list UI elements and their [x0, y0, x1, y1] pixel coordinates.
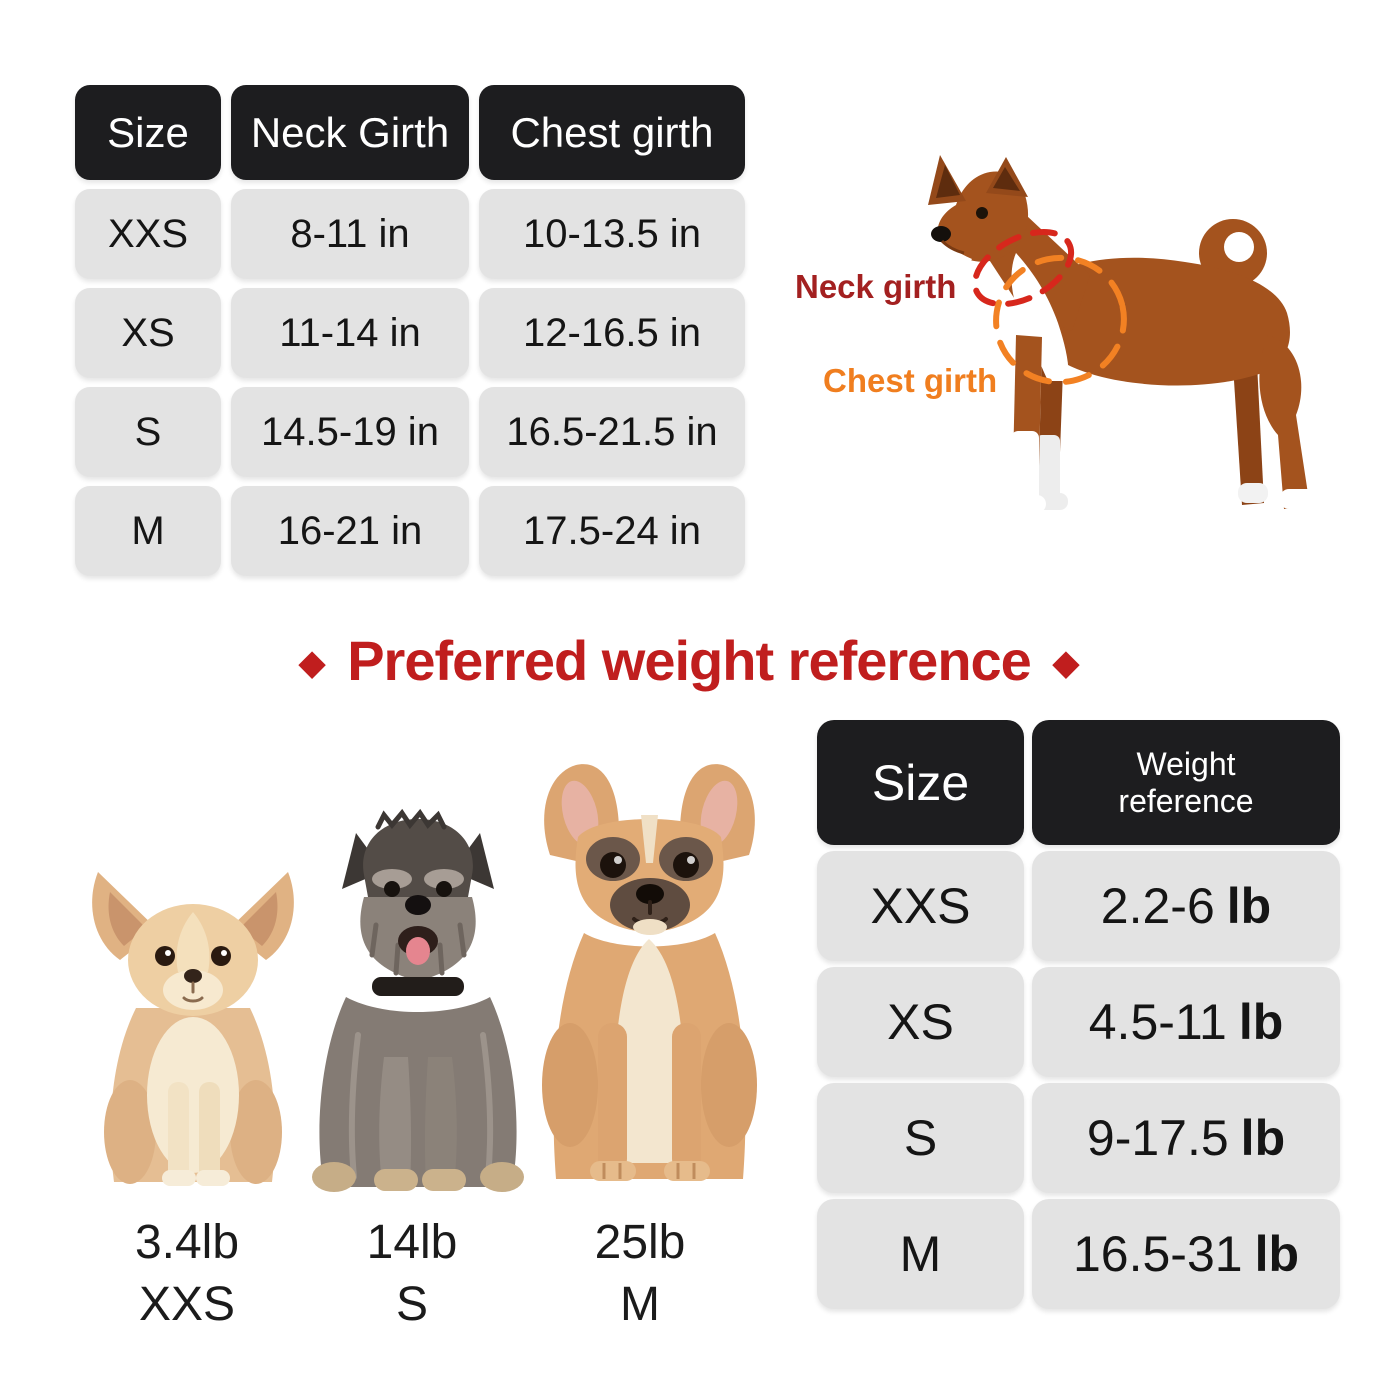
- girth-row-xs-size: XS: [75, 288, 221, 378]
- girth-header-size: Size: [75, 85, 221, 180]
- weight-unit: lb: [1226, 878, 1272, 934]
- weight-header-size: Size: [817, 720, 1024, 845]
- girth-row-s-size: S: [75, 387, 221, 477]
- girth-row-m-size: M: [75, 486, 221, 576]
- example-weight: 14lb: [366, 1216, 458, 1269]
- weight-reference-heading-text: Preferred weight reference: [347, 629, 1032, 692]
- example-label-chihuahua: 3.4lb XXS: [77, 1212, 297, 1336]
- weight-row-m-size: M: [817, 1199, 1024, 1309]
- girth-header-neck: Neck Girth: [231, 85, 469, 180]
- chest-girth-dashed-ellipse: [993, 254, 1127, 386]
- girth-row-m-chest: 17.5-24 in: [479, 486, 745, 576]
- weight-range: 16.5-31: [1072, 1226, 1243, 1282]
- weight-row-xs-size: XS: [817, 967, 1024, 1077]
- diamond-icon: ◆: [299, 644, 326, 682]
- weight-unit: lb: [1238, 994, 1284, 1050]
- neck-girth-dashed-ellipse: [971, 228, 1075, 308]
- girth-row-m-neck: 16-21 in: [231, 486, 469, 576]
- weight-reference-table: Size Weight reference XXS 2.2-6 lb XS 4.…: [817, 720, 1340, 1309]
- weight-row-m-value: 16.5-31 lb: [1032, 1199, 1340, 1309]
- diamond-icon: ◆: [1052, 644, 1079, 682]
- girth-row-xs-chest: 12-16.5 in: [479, 288, 745, 378]
- weight-unit: lb: [1254, 1226, 1300, 1282]
- girth-row-xxs-size: XXS: [75, 189, 221, 279]
- weight-row-xs-value: 4.5-11 lb: [1032, 967, 1340, 1077]
- weight-range: 9-17.5: [1086, 1110, 1229, 1166]
- chihuahua-photo: [92, 872, 294, 1186]
- girth-row-xs-neck: 11-14 in: [231, 288, 469, 378]
- girth-header-chest: Chest girth: [479, 85, 745, 180]
- example-size: S: [395, 1278, 428, 1331]
- girth-row-xxs-neck: 8-11 in: [231, 189, 469, 279]
- example-size: XXS: [138, 1278, 236, 1331]
- french-bulldog-photo: [542, 764, 757, 1181]
- girth-row-s-chest: 16.5-21.5 in: [479, 387, 745, 477]
- example-size: M: [620, 1278, 660, 1331]
- neck-girth-label: Neck girth: [795, 268, 957, 305]
- weight-unit: lb: [1240, 1110, 1286, 1166]
- weight-header-reference-text: Weight reference: [1118, 745, 1254, 819]
- chest-girth-label: Chest girth: [823, 362, 998, 399]
- weight-range: 2.2-6: [1100, 878, 1215, 934]
- weight-range: 4.5-11: [1088, 994, 1227, 1050]
- example-label-schnauzer: 14lb S: [302, 1212, 522, 1336]
- girth-row-s-neck: 14.5-19 in: [231, 387, 469, 477]
- example-weight: 3.4lb: [134, 1216, 240, 1269]
- weight-row-xxs-size: XXS: [817, 851, 1024, 961]
- girth-row-xxs-chest: 10-13.5 in: [479, 189, 745, 279]
- weight-reference-heading: ◆ Preferred weight reference ◆: [0, 628, 1378, 693]
- weight-row-s-value: 9-17.5 lb: [1032, 1083, 1340, 1193]
- example-weight: 25lb: [594, 1216, 686, 1269]
- example-label-french-bulldog: 25lb M: [530, 1212, 750, 1336]
- weight-row-s-size: S: [817, 1083, 1024, 1193]
- measuring-dog-photo: [928, 155, 1318, 513]
- weight-header-reference: Weight reference: [1032, 720, 1340, 845]
- weight-row-xxs-value: 2.2-6 lb: [1032, 851, 1340, 961]
- girth-size-table: Size Neck Girth Chest girth XXS 8-11 in …: [75, 85, 745, 576]
- schnauzer-photo: [312, 808, 524, 1192]
